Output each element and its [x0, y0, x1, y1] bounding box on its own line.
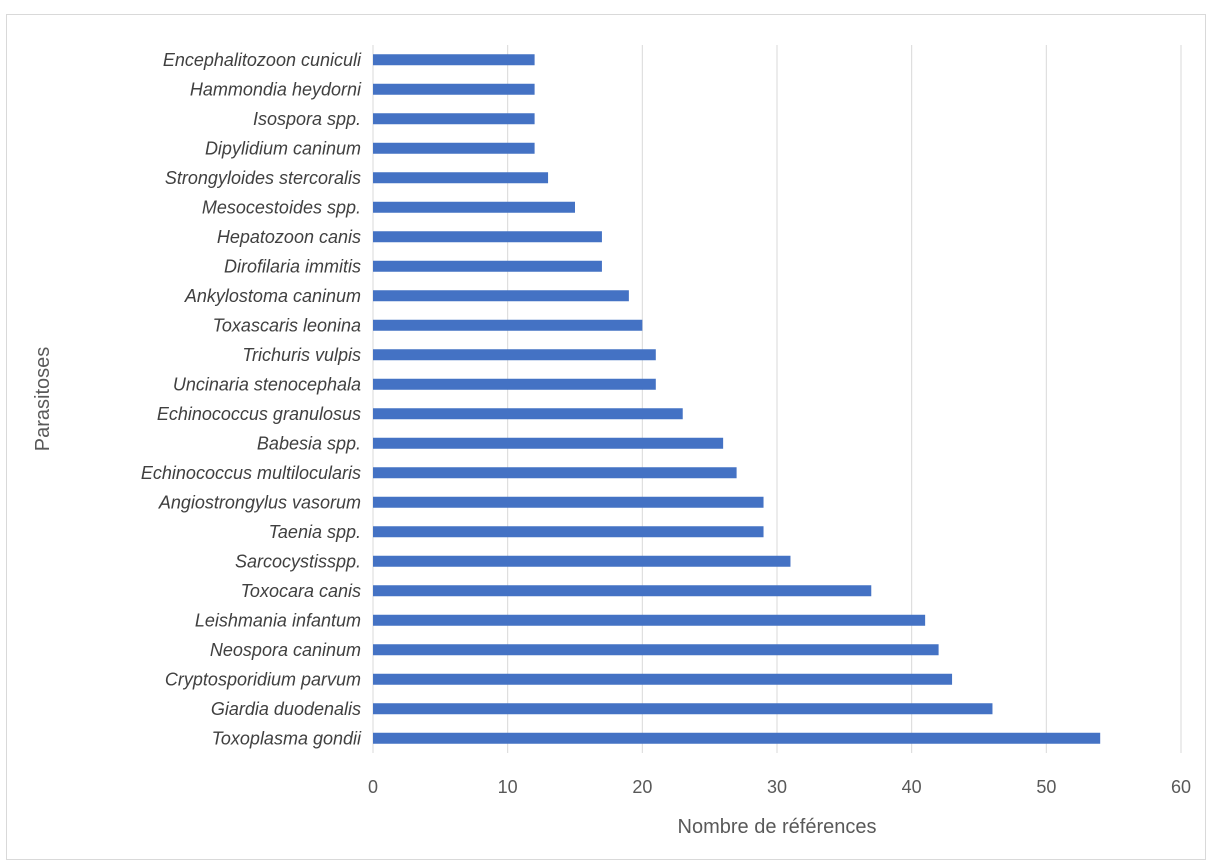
x-tick-label: 50 — [1036, 777, 1056, 797]
x-tick-label: 30 — [767, 777, 787, 797]
x-tick-label: 10 — [498, 777, 518, 797]
category-label: Dirofilaria immitis — [224, 256, 361, 276]
category-label: Neospora caninum — [210, 640, 361, 660]
category-label: Uncinaria stenocephala — [173, 374, 361, 394]
bar — [373, 585, 872, 597]
category-label: Giardia duodenalis — [211, 699, 361, 719]
bar — [373, 555, 791, 567]
bar — [373, 378, 656, 390]
category-label: Toxocara canis — [241, 581, 361, 601]
bar — [373, 172, 549, 184]
bar — [373, 614, 926, 626]
category-label: Babesia spp. — [257, 433, 361, 453]
category-label: Cryptosporidium parvum — [165, 669, 361, 689]
chart-frame: Encephalitozoon cuniculi Hammondia heydor… — [6, 14, 1206, 860]
bar — [373, 231, 602, 243]
category-labels: Encephalitozoon cuniculi Hammondia heydor… — [141, 50, 362, 749]
bar — [373, 437, 724, 449]
bars — [373, 54, 1101, 744]
category-label: Echinococcus granulosus — [157, 404, 361, 424]
x-tick-label: 40 — [902, 777, 922, 797]
category-label: Toxoplasma gondii — [212, 728, 362, 748]
category-label: Dipylidium caninum — [205, 138, 361, 158]
category-label: Trichuris vulpis — [242, 345, 361, 365]
category-label: Isospora spp. — [253, 109, 361, 129]
category-label: Mesocestoides spp. — [202, 197, 361, 217]
bar — [373, 526, 764, 538]
bar — [373, 703, 993, 715]
bar — [373, 142, 535, 154]
category-label: Angiostrongylus vasorum — [158, 492, 361, 512]
bar — [373, 349, 656, 361]
category-label: Taenia spp. — [269, 522, 361, 542]
bar — [373, 260, 602, 272]
bar — [373, 496, 764, 508]
category-label: Encephalitozoon cuniculi — [163, 50, 362, 70]
bar-chart: Encephalitozoon cuniculi Hammondia heydor… — [32, 45, 1191, 838]
gridlines — [372, 45, 1182, 753]
bar — [373, 201, 575, 213]
bar — [373, 83, 535, 95]
bar — [373, 732, 1101, 744]
bar — [373, 290, 629, 302]
x-axis-title: Nombre de références — [678, 816, 877, 838]
bar — [373, 408, 683, 420]
category-label: Toxascaris leonina — [213, 315, 361, 335]
x-tick-label: 0 — [368, 777, 378, 797]
bar — [373, 467, 737, 479]
category-label: Hammondia heydorni — [190, 79, 362, 99]
bar — [373, 673, 953, 685]
category-label: Leishmania infantum — [195, 610, 361, 630]
category-label: Echinococcus multilocularis — [141, 463, 361, 483]
bar — [373, 54, 535, 66]
category-label: Hepatozoon canis — [217, 227, 361, 247]
bar — [373, 319, 643, 331]
bar — [373, 644, 939, 656]
category-label: Ankylostoma caninum — [184, 286, 361, 306]
x-tick-label: 60 — [1171, 777, 1191, 797]
x-tick-label: 20 — [632, 777, 652, 797]
bar — [373, 113, 535, 125]
y-axis-title: Parasitoses — [32, 347, 54, 452]
x-tick-labels: 0 10 20 30 40 50 60 — [368, 777, 1191, 797]
category-label: Sarcocystisspp. — [235, 551, 361, 571]
category-label: Strongyloides stercoralis — [165, 168, 361, 188]
